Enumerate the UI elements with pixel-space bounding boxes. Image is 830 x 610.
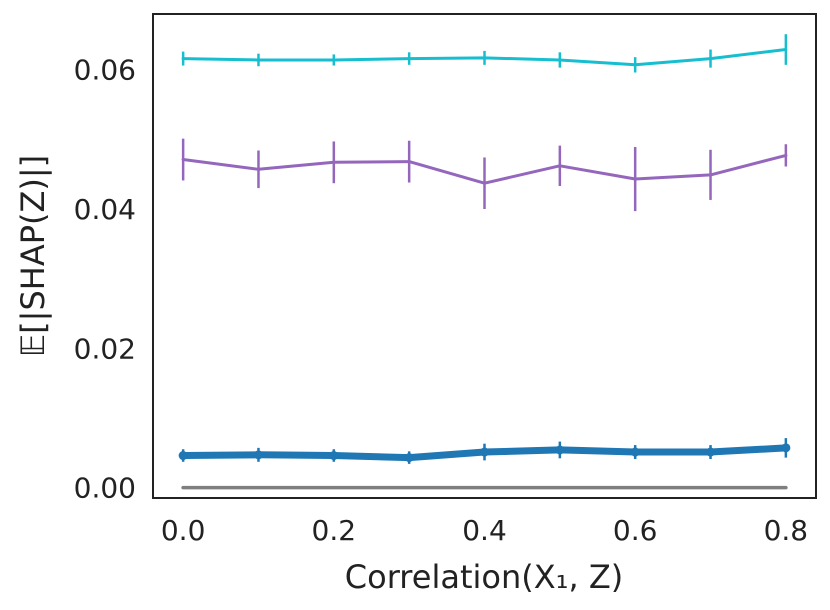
data-point-blue-6 [630, 447, 640, 457]
series-layer [178, 34, 791, 490]
series-blue [178, 438, 791, 464]
series-purple [181, 138, 788, 212]
x-tick-label: 0.6 [613, 514, 658, 547]
y-tick-label: 0.04 [74, 193, 136, 226]
data-point-blue-2 [329, 451, 339, 461]
y-axis-title: 𝔼[|SHAP(Z)|] [14, 155, 52, 357]
x-tick-label: 0.2 [312, 514, 357, 547]
x-tick-labels: 0.0 0.2 0.4 0.6 0.8 [161, 514, 808, 547]
data-point-blue-4 [480, 447, 489, 457]
data-point-blue-3 [404, 453, 414, 463]
y-tick-label: 0.02 [74, 332, 136, 365]
data-point-blue-1 [253, 450, 263, 460]
data-point-blue-0 [178, 451, 188, 461]
data-point-blue-7 [706, 447, 716, 457]
x-axis-title: Correlation(X₁, Z) [345, 558, 623, 596]
series-cyan [181, 34, 788, 73]
y-tick-label: 0.06 [74, 54, 136, 87]
x-tick-label: 0.8 [764, 514, 809, 547]
y-tick-label: 0.00 [74, 472, 136, 505]
plot-frame [152, 13, 817, 499]
x-tick-label: 0.4 [462, 514, 507, 547]
data-point-blue-5 [555, 445, 565, 455]
y-tick-labels: 0.00 0.02 0.04 0.06 [74, 54, 136, 505]
data-point-blue-8 [781, 443, 791, 453]
x-tick-label: 0.0 [161, 514, 206, 547]
